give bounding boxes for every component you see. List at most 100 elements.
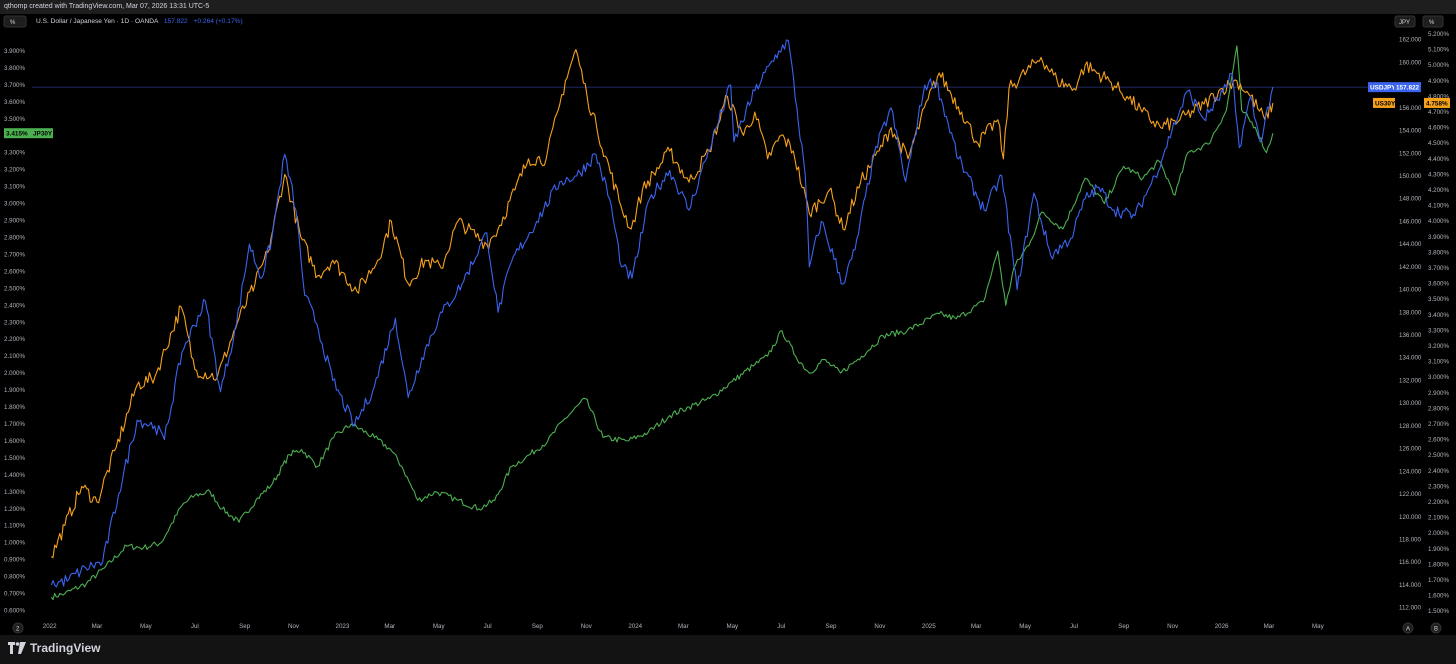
legend-symbol: U.S. Dollar / Japanese Yen · 1D · OANDA (36, 18, 159, 25)
x-axis-tick: Nov (581, 623, 593, 630)
jpy-axis-tick: 126.000 (1399, 446, 1422, 453)
left-axis-tick: 3.900% (4, 48, 25, 55)
x-axis-tick: Jul (1070, 623, 1078, 630)
jp30y-value: 3.415% (6, 130, 28, 137)
x-axis-tick: Nov (1167, 623, 1179, 630)
left-axis-tick: 1.200% (4, 506, 25, 513)
x-axis-tick: May (726, 623, 739, 630)
right-axis-tick: 1.800% (1428, 561, 1449, 568)
jpy-axis-tick: 136.000 (1399, 332, 1422, 339)
chart[interactable]: % JPY % U.S. Dollar / Japanese Yen · 1D … (0, 14, 1456, 635)
x-axis-tick: Jul (484, 623, 492, 630)
jp30y-value-bg (4, 128, 31, 139)
x-axis-tick: May (433, 623, 446, 630)
right-axis-tick: 2.500% (1428, 452, 1449, 459)
left-axis-tick: 3.700% (4, 82, 25, 89)
x-axis-tick: Jul (777, 623, 785, 630)
legend-change: +0.264 (+0.17%) (194, 18, 243, 25)
x-axis-tick: May (1019, 623, 1032, 630)
jpy-scale-button[interactable]: JPY (1394, 15, 1416, 28)
left-axis-tick: 1.400% (4, 472, 25, 479)
right-axis-tick: 3.400% (1428, 312, 1449, 319)
right-axis-tick: 3.900% (1428, 234, 1449, 241)
left-axis-tick: 3.100% (4, 184, 25, 191)
right-axis-tick: 1.700% (1428, 577, 1449, 584)
jpy-axis-tick: 162.000 (1399, 37, 1422, 44)
auto-scale-button[interactable]: A (1402, 622, 1414, 634)
usdjpy-label: USDJPY (1370, 84, 1396, 91)
jpy-axis-tick: 132.000 (1399, 377, 1422, 384)
x-axis-tick: Sep (1118, 623, 1130, 630)
jpy-axis-tick: 138.000 (1399, 309, 1422, 316)
chart-background (0, 14, 1456, 635)
left-axis-tick: 1.500% (4, 455, 25, 462)
series-layer (50, 39, 1274, 601)
tradingview-logo[interactable]: TradingView (8, 641, 100, 655)
x-axis-tick: May (140, 623, 153, 630)
x-axis-tick: Nov (288, 623, 300, 630)
x-axis-tick: May (1312, 623, 1325, 630)
log-scale-button[interactable]: B (1430, 622, 1442, 634)
left-axis-tick: 1.100% (4, 523, 25, 530)
right-axis-tick: 2.200% (1428, 499, 1449, 506)
x-axis-tick: Mar (678, 623, 689, 630)
x-axis-tick: Sep (532, 623, 544, 630)
right-axis-tick: 4.700% (1428, 109, 1449, 116)
left-axis-tick: 0.900% (4, 557, 25, 564)
right-axis-tick: 5.200% (1428, 31, 1449, 38)
right-axis-tick: 3.700% (1428, 265, 1449, 272)
left-axis-tick: 2.400% (4, 302, 25, 309)
right-axis-tick: 4.100% (1428, 203, 1449, 210)
left-axis-tick: 1.300% (4, 489, 25, 496)
jpy-axis-tick: 154.000 (1399, 128, 1422, 135)
jpy-axis-tick: 128.000 (1399, 423, 1422, 430)
series-line-usdjpy (50, 39, 1274, 588)
left-axis-tick: 2.700% (4, 251, 25, 258)
left-axis-tick: 2.000% (4, 370, 25, 377)
legend-value: 157.822 (164, 18, 188, 25)
x-axis-tick: Sep (239, 623, 251, 630)
timeframe-label: 2 (16, 627, 20, 633)
right-axis-tick: 1.900% (1428, 546, 1449, 553)
x-axis-tick: 2024 (628, 623, 642, 630)
us30y-value: 4.758% (1426, 100, 1448, 107)
right-axis-tick: 2.100% (1428, 515, 1449, 522)
jpy-axis-tick: 118.000 (1399, 536, 1421, 543)
right-axis-tick: 2.300% (1428, 483, 1449, 490)
left-scale-button[interactable]: % (3, 15, 27, 28)
tradingview-icon (8, 642, 26, 654)
top-bar: qthomp created with TradingView.com, Mar… (0, 0, 1456, 14)
x-axis-tick: Mar (384, 623, 395, 630)
left-axis-tick: 0.600% (4, 608, 25, 615)
auto-scale-label: A (1406, 627, 1410, 633)
right-axis-tick: 4.500% (1428, 140, 1449, 147)
series-line-jp30y (50, 45, 1274, 601)
x-axis-tick: Mar (1264, 623, 1275, 630)
right-axis-tick: 5.100% (1428, 47, 1449, 54)
right-axis-tick: 2.600% (1428, 437, 1449, 444)
series-line-us30y (51, 49, 1274, 559)
left-axis-tick: 1.600% (4, 438, 25, 445)
axis-layer: 0.600% 0.700% 0.800% 0.900% 1.000% 1.100% 1.20… (4, 31, 1449, 630)
left-axis-tick: 1.900% (4, 387, 25, 394)
left-axis-tick: 2.100% (4, 353, 25, 360)
created-text: qthomp created with TradingView.com, Mar… (4, 3, 210, 10)
jpy-axis-tick: 144.000 (1399, 241, 1422, 248)
timeframe-button[interactable]: 2 (12, 622, 24, 634)
usdjpy-label-bg (1368, 82, 1394, 93)
left-axis-tick: 2.800% (4, 234, 25, 241)
left-axis-tick: 2.900% (4, 218, 25, 225)
right-axis-tick: 3.800% (1428, 249, 1449, 256)
right-axis-tick: 5.000% (1428, 62, 1449, 69)
right-axis-tick: 1.600% (1428, 593, 1449, 600)
left-axis-tick: 2.500% (4, 285, 25, 292)
usdjpy-value: 157.822 (1396, 84, 1420, 91)
left-axis-tick: 2.600% (4, 268, 25, 275)
jpy-axis-tick: 140.000 (1399, 287, 1422, 294)
jpy-axis-tick: 120.000 (1399, 514, 1422, 521)
right-scale-button[interactable]: % (1422, 15, 1444, 28)
right-axis-tick: 4.800% (1428, 93, 1449, 100)
right-axis-tick: 3.600% (1428, 281, 1449, 288)
right-axis-tick: 2.800% (1428, 405, 1449, 412)
left-axis-tick: 1.700% (4, 421, 25, 428)
